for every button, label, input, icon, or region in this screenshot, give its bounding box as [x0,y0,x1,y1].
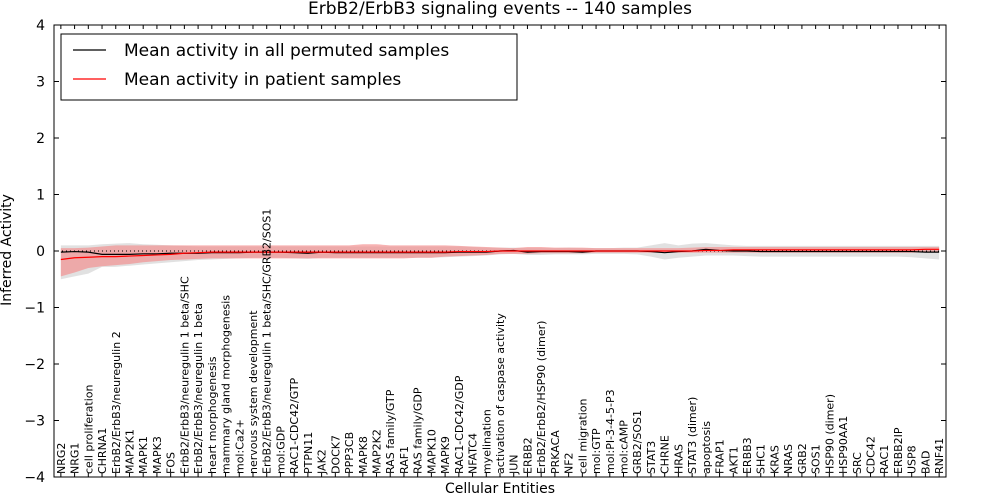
y-axis-label: Inferred Activity [0,194,15,306]
y-tick-label: −1 [24,301,45,317]
x-tick-label: AKT1 [727,446,740,474]
chart-title: ErbB2/ErbB3 signaling events -- 140 samp… [308,0,692,19]
x-tick-label: CHRNE [659,435,672,474]
x-tick-label: ERBB2IP [892,427,905,474]
x-tick-label: ErbB2/ErbB2/HSP90 (dimer) [535,321,548,474]
series-lines [60,248,940,261]
x-tick-label: HSP90AA1 [837,416,850,474]
x-tick-label: FOS [165,452,178,474]
y-axis: 4 3 2 1 0 −1 −2 −3 −4 [24,18,946,486]
x-tick-label: STAT3 [645,441,658,474]
x-tick-label: USP8 [906,445,919,474]
x-tick-label: cell migration [576,398,589,474]
legend-label-patient: Mean activity in patient samples [124,70,401,90]
x-tick-label: RAS family/GDP [412,387,425,474]
x-tick-label: MAP2K2 [370,429,383,474]
confidence-bands [60,243,940,280]
x-tick-label: MAPK8 [357,436,370,474]
x-tick-label: HRAS [672,444,685,474]
x-tick-label: ErbB2/ErbB3/neuregulin 2 [110,331,123,474]
x-tick-label: activation of caspase activity [494,313,507,474]
x-tick-label: SOS1 [810,444,823,474]
x-tick-label: SRC [851,452,864,474]
x-tick-label: RAC1 [878,445,891,474]
x-tick-label: JUN [508,454,521,475]
x-tick-label: MAPK10 [425,429,438,474]
y-tick-label: 0 [36,244,45,260]
x-axis-label: Cellular Entities [445,481,555,497]
x-tick-label: cell proliferation [82,384,95,474]
y-tick-label: −3 [24,414,45,430]
x-tick-label: RAC1-CDC42/GTP [288,377,301,474]
x-tick-label: mol:PI-3-4-5-P3 [604,389,617,474]
y-tick-label: 2 [36,131,45,147]
x-tick-label: SHC1 [755,444,768,474]
x-tick-label: mol:GTP [590,428,603,474]
x-tick-label: PTPN11 [302,432,315,474]
x-tick-label: nervous system development [247,310,260,474]
x-tick-label: NRG2 [55,443,68,474]
x-tick-label: myelination [480,409,493,474]
x-tick-label: ERBB3 [741,437,754,474]
x-tick-label: mol:Ca2+ [233,419,246,474]
legend-label-permuted: Mean activity in all permuted samples [124,41,449,61]
y-tick-label: −2 [24,357,45,373]
x-tick-label: CHRNA1 [96,428,109,474]
x-tick-label: PPP3CB [343,432,356,474]
x-tick-label: NRAS [782,444,795,474]
x-tick-label: DOCK7 [329,435,342,474]
x-tick-label: JAK2 [316,449,329,475]
x-tick-label: MAP2K1 [123,429,136,474]
x-tick-label: NFATC4 [467,433,480,474]
x-tick-label: RAS family/GTP [384,389,397,474]
x-tick-label: mol:GDP [274,426,287,474]
x-tick-label: GRB2/SOS1 [631,410,644,474]
x-tick-label: NF2 [563,452,576,474]
x-tick-label: RAC1-CDC42/GDP [453,375,466,474]
y-tick-label: 3 [36,75,45,91]
y-tick-label: 1 [36,188,45,204]
x-tick-label: heart morphogenesis [206,356,219,474]
x-tick-label: BAD [919,450,932,474]
x-tick-label: CDC42 [865,436,878,474]
x-tick-label: ERBB2 [521,437,534,474]
x-tick-label: FRAP1 [714,439,727,474]
x-tick-label: MAPK1 [137,436,150,474]
legend-box [60,33,518,101]
x-tick-label: KRAS [768,445,781,474]
x-tick-label: PRKACA [549,430,562,474]
x-tick-label: mammary gland morphogenesis [220,295,233,474]
y-tick-label: 4 [36,18,45,34]
x-tick-label: STAT3 (dimer) [686,397,699,474]
x-tick-label: MAPK9 [439,436,452,474]
x-tick-label: RAF1 [398,446,411,474]
x-tick-label: HSP90 (dimer) [823,394,836,474]
legend: Mean activity in all permuted samples Me… [60,33,518,101]
x-tick-label: GRB2 [796,443,809,474]
series-line-patient [60,248,940,261]
x-tick-label: apoptosis [700,421,713,474]
x-tick-label: mol:cAMP [618,420,631,474]
x-tick-label: ErbB2/ErbB3/neuregulin 1 beta [192,303,205,474]
x-tick-label: ErbB2/ErbB3/neuregulin 1 beta/SHC/GRB2/S… [261,209,274,474]
x-tick-label: RNF41 [933,438,946,474]
x-tick-label: MAPK3 [151,436,164,474]
x-axis: NRG2 NRG1 cell proliferation CHRNA1 ErbB2/Er… [55,25,946,477]
y-tick-label: −4 [24,470,45,486]
x-tick-label: ErbB2/ErbB3/neuregulin 1 beta/SHC [178,276,191,474]
x-tick-label: NRG1 [69,443,82,474]
